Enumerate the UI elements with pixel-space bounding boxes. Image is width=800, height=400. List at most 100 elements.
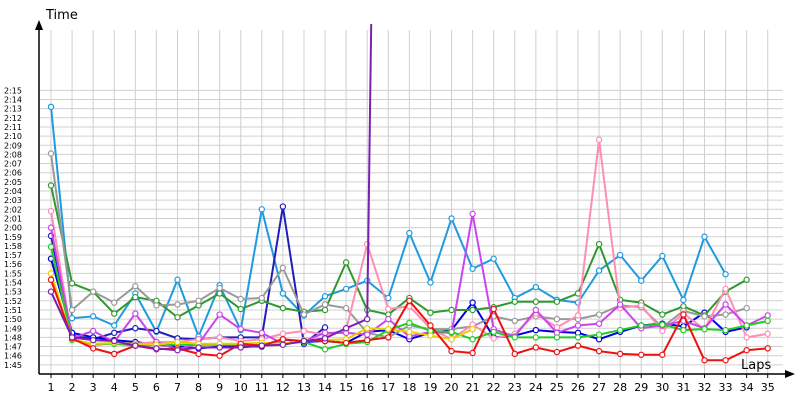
data-point: [680, 296, 687, 304]
data-point: [701, 233, 708, 240]
y-tick-label: 2:04: [4, 187, 22, 196]
data-point: [385, 325, 392, 333]
data-point: [448, 306, 455, 314]
data-point: [342, 339, 350, 347]
data-point: [574, 322, 582, 329]
data-point: [321, 329, 329, 337]
data-point: [469, 299, 476, 306]
x-tick-label: 34: [740, 381, 754, 394]
data-point: [364, 325, 371, 332]
data-point: [68, 314, 76, 322]
x-tick-label: 29: [634, 381, 648, 394]
data-point: [279, 330, 287, 337]
data-point: [237, 344, 244, 351]
data-point: [300, 327, 308, 335]
x-tick-label: 25: [550, 381, 564, 394]
data-point: [638, 302, 645, 309]
y-tick-label: 2:03: [4, 196, 22, 205]
data-point: [743, 322, 750, 329]
data-point: [153, 302, 160, 309]
data-point: [47, 103, 55, 111]
y-tick-label: 1:49: [4, 324, 22, 333]
data-point: [89, 327, 97, 335]
y-tick-label: 2:13: [4, 105, 22, 114]
data-point: [47, 207, 55, 215]
data-point: [132, 282, 139, 290]
data-point: [511, 317, 518, 325]
data-point: [89, 288, 97, 295]
data-point: [616, 350, 624, 358]
x-tick-label: 19: [423, 381, 437, 394]
y-tick-label: 2:01: [4, 214, 22, 223]
data-point: [321, 324, 329, 331]
data-point: [427, 279, 434, 286]
data-point: [195, 297, 202, 304]
y-tick-label: 1:56: [4, 260, 22, 269]
data-point: [47, 182, 55, 189]
data-point: [364, 336, 371, 344]
y-tick-label: 2:06: [4, 169, 22, 178]
data-point: [111, 299, 118, 306]
data-point: [68, 280, 76, 287]
data-point: [448, 347, 455, 355]
y-tick-label: 2:00: [4, 224, 22, 233]
x-tick-label: 5: [132, 381, 139, 394]
data-point: [237, 295, 244, 303]
data-point: [722, 271, 729, 278]
data-point: [722, 285, 729, 293]
y-tick-label: 2:14: [4, 96, 22, 105]
y-tick-label: 1:46: [4, 352, 22, 361]
y-tick-label: 2:09: [4, 141, 22, 150]
data-point: [47, 270, 55, 277]
x-tick-label: 8: [195, 381, 202, 394]
data-point: [406, 319, 413, 326]
data-point: [469, 336, 476, 343]
data-point: [258, 329, 265, 337]
data-point: [153, 345, 160, 352]
data-point: [427, 332, 434, 339]
y-tick-label: 1:58: [4, 242, 22, 251]
y-tick-label: 1:50: [4, 315, 22, 324]
data-point: [321, 346, 329, 353]
data-point: [216, 352, 223, 359]
chart-tick-labels: 1:451:461:471:481:491:501:511:521:531:54…: [4, 86, 775, 394]
data-point: [659, 252, 666, 260]
data-point: [490, 335, 497, 342]
x-tick-label: 11: [255, 381, 269, 394]
data-point: [532, 334, 540, 341]
series-offscale-line: [366, 23, 373, 320]
data-point: [195, 344, 202, 351]
data-point: [680, 326, 687, 334]
data-point: [321, 293, 329, 300]
chart-axes: [35, 20, 795, 378]
data-point: [111, 329, 118, 337]
data-point: [68, 334, 76, 341]
data-point: [722, 301, 729, 308]
data-point: [574, 334, 582, 341]
data-point: [279, 304, 287, 312]
x-tick-label: 17: [381, 381, 395, 394]
data-point: [490, 305, 497, 313]
data-point: [595, 267, 603, 274]
data-point: [427, 322, 434, 329]
x-tick-label: 18: [402, 381, 416, 394]
y-tick-label: 2:02: [4, 205, 22, 214]
y-tick-label: 2:15: [4, 86, 22, 95]
data-point: [595, 136, 603, 143]
data-point: [237, 325, 244, 333]
data-point: [469, 306, 476, 314]
y-tick-label: 2:10: [4, 132, 22, 141]
data-point: [237, 305, 244, 313]
x-tick-label: 21: [466, 381, 480, 394]
data-point: [574, 342, 582, 349]
data-point: [385, 305, 392, 313]
x-tick-label: 33: [719, 381, 733, 394]
data-point: [111, 310, 118, 317]
data-point: [132, 293, 139, 301]
x-axis-arrow: [785, 370, 795, 378]
data-point: [89, 313, 97, 320]
data-point: [659, 311, 666, 318]
y-tick-label: 2:05: [4, 178, 22, 187]
data-point: [701, 357, 708, 364]
data-point: [89, 345, 97, 352]
